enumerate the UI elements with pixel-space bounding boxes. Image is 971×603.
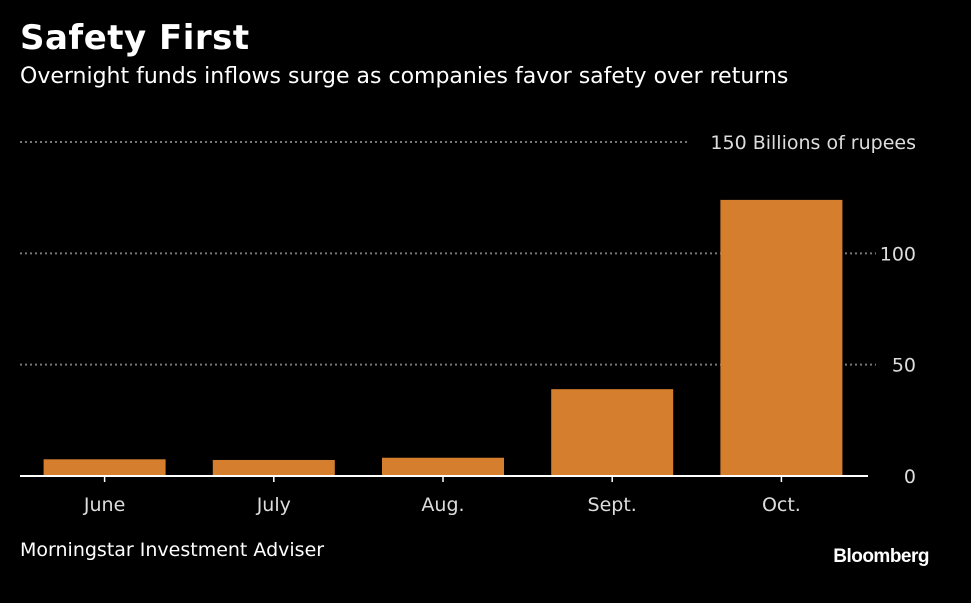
source-note: Morningstar Investment Adviser bbox=[20, 539, 325, 561]
x-tick-label-july: July bbox=[256, 494, 291, 516]
x-tick-label-sept: Sept. bbox=[588, 494, 637, 516]
x-tick-label-june: June bbox=[83, 494, 125, 516]
y-tick-label-100: 100 bbox=[880, 243, 916, 265]
x-tick-label-aug: Aug. bbox=[421, 494, 464, 516]
bloomberg-logo: Bloomberg bbox=[833, 546, 929, 567]
chart-title: Safety First bbox=[20, 18, 250, 58]
x-tick-label-oct: Oct. bbox=[762, 494, 801, 516]
bar-aug bbox=[382, 457, 504, 476]
y-tick-label-0: 0 bbox=[904, 466, 916, 488]
chart-subtitle: Overnight funds inflows surge as compani… bbox=[20, 64, 789, 89]
y-tick-label-150: 150 Billions of rupees bbox=[710, 132, 916, 154]
bar-june bbox=[43, 459, 166, 476]
bar-oct bbox=[720, 199, 843, 477]
bar-sept bbox=[551, 389, 674, 476]
y-tick-label-50: 50 bbox=[892, 355, 916, 377]
bar-july bbox=[212, 459, 335, 476]
